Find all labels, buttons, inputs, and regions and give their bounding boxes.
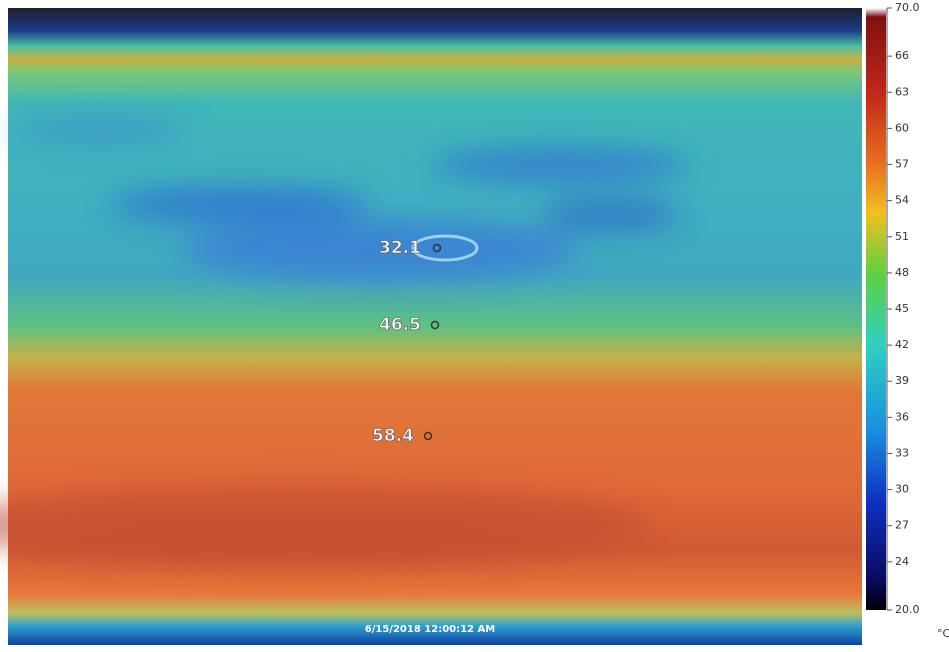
spot-marker	[423, 431, 433, 441]
scale-tick-label: 48	[895, 266, 909, 279]
color-scale	[866, 8, 886, 610]
cool-zone	[180, 220, 580, 280]
scale-tick-label: 54	[895, 194, 909, 207]
cool-zone	[430, 147, 690, 183]
scale-tick-label: 36	[895, 410, 909, 423]
scale-ticks: 70.0 66 63 60 57 54 51 48 45 42 39 36 33 30 27 24 20.0	[887, 1, 920, 616]
scale-tick-label: 30	[895, 483, 909, 496]
spot-label: 58.4	[372, 426, 414, 446]
scale-tick-label: 70.0	[895, 1, 920, 14]
scale-tick-label: 63	[895, 85, 909, 98]
scale-tick-label: 51	[895, 230, 909, 243]
cool-zone	[540, 199, 680, 231]
scale-unit: °C	[937, 627, 949, 640]
spot-markers: 32.1 46.5 58.4	[372, 238, 442, 446]
scale-tick-label: 60	[895, 121, 909, 134]
scale-tick-label: 39	[895, 374, 909, 387]
hot-zone	[0, 485, 650, 565]
cool-zone	[10, 116, 190, 144]
cool-zones	[0, 116, 690, 565]
spot-marker	[430, 320, 440, 330]
timestamp: 6/15/2018 12:00:12 AM	[365, 624, 495, 635]
scale-tick-label: 57	[895, 158, 909, 171]
scale-tick-label: 33	[895, 446, 909, 459]
spot-label: 32.1	[379, 238, 421, 258]
scale-tick-label: 24	[895, 555, 909, 568]
cool-zone	[110, 187, 370, 223]
spot-marker	[432, 243, 442, 253]
scale-tick-label: 20.0	[895, 603, 920, 616]
scale-tick-label: 66	[895, 49, 909, 62]
spot-label: 46.5	[379, 315, 421, 335]
scale-tick-label: 45	[895, 302, 909, 315]
scale-tick-label: 27	[895, 519, 909, 532]
cold-spot-ring	[411, 234, 479, 262]
scale-tick-label: 42	[895, 338, 909, 351]
